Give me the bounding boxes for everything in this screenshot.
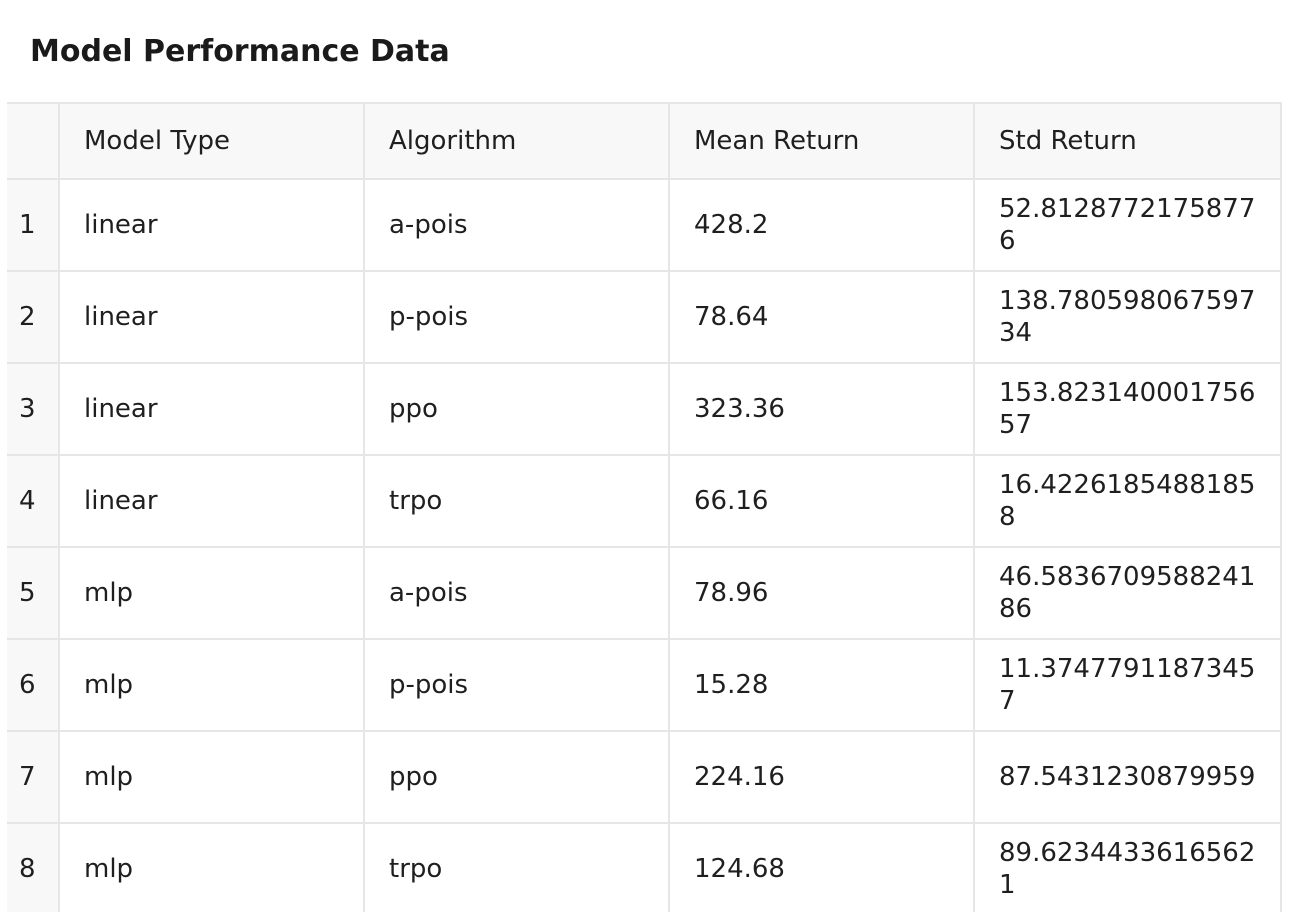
model-type-cell: mlp — [58, 546, 365, 640]
table-row: 5 mlp a-pois 78.96 46.583670958824186 — [7, 546, 1282, 640]
mean-return-cell: 78.96 — [668, 546, 975, 640]
header-algorithm: Algorithm — [363, 102, 670, 180]
algorithm-cell: p-pois — [363, 270, 670, 364]
table-row: 3 linear ppo 323.36 153.82314000175657 — [7, 362, 1282, 456]
std-return-cell: 89.62344336165621 — [973, 822, 1282, 912]
row-index: 7 — [7, 730, 60, 824]
mean-return-cell: 323.36 — [668, 362, 975, 456]
algorithm-cell: trpo — [363, 454, 670, 548]
model-type-cell: linear — [58, 454, 365, 548]
std-return-cell: 153.82314000175657 — [973, 362, 1282, 456]
header-index — [7, 102, 60, 180]
table-body: 1 linear a-pois 428.2 52.81287721758776 2 line… — [7, 178, 1282, 912]
mean-return-cell: 15.28 — [668, 638, 975, 732]
mean-return-cell: 124.68 — [668, 822, 975, 912]
std-return-cell: 16.42261854881858 — [973, 454, 1282, 548]
model-type-cell: mlp — [58, 730, 365, 824]
algorithm-cell: a-pois — [363, 546, 670, 640]
header-model-type: Model Type — [58, 102, 365, 180]
model-type-cell: linear — [58, 178, 365, 272]
algorithm-cell: trpo — [363, 822, 670, 912]
algorithm-cell: p-pois — [363, 638, 670, 732]
std-return-cell: 11.37477911873457 — [973, 638, 1282, 732]
std-return-cell: 52.81287721758776 — [973, 178, 1282, 272]
mean-return-cell: 428.2 — [668, 178, 975, 272]
row-index: 5 — [7, 546, 60, 640]
model-type-cell: mlp — [58, 822, 365, 912]
table-row: 6 mlp p-pois 15.28 11.37477911873457 — [7, 638, 1282, 732]
model-type-cell: linear — [58, 362, 365, 456]
page-title: Model Performance Data — [30, 34, 450, 69]
std-return-cell: 87.5431230879959 — [973, 730, 1282, 824]
table-row: 4 linear trpo 66.16 16.42261854881858 — [7, 454, 1282, 548]
row-index: 1 — [7, 178, 60, 272]
mean-return-cell: 66.16 — [668, 454, 975, 548]
row-index: 3 — [7, 362, 60, 456]
algorithm-cell: ppo — [363, 730, 670, 824]
algorithm-cell: a-pois — [363, 178, 670, 272]
table-row: 7 mlp ppo 224.16 87.5431230879959 — [7, 730, 1282, 824]
row-index: 2 — [7, 270, 60, 364]
header-row: Model Type Algorithm Mean Return Std Ret… — [7, 102, 1282, 180]
table-row: 1 linear a-pois 428.2 52.81287721758776 — [7, 178, 1282, 272]
mean-return-cell: 224.16 — [668, 730, 975, 824]
model-type-cell: mlp — [58, 638, 365, 732]
mean-return-cell: 78.64 — [668, 270, 975, 364]
algorithm-cell: ppo — [363, 362, 670, 456]
header-std-return: Std Return — [973, 102, 1282, 180]
table-row: 2 linear p-pois 78.64 138.78059806759734 — [7, 270, 1282, 364]
std-return-cell: 138.78059806759734 — [973, 270, 1282, 364]
header-mean-return: Mean Return — [668, 102, 975, 180]
row-index: 4 — [7, 454, 60, 548]
table-row: 8 mlp trpo 124.68 89.62344336165621 — [7, 822, 1282, 912]
std-return-cell: 46.583670958824186 — [973, 546, 1282, 640]
performance-table: Model Type Algorithm Mean Return Std Ret… — [7, 102, 1282, 912]
table-header: Model Type Algorithm Mean Return Std Ret… — [7, 102, 1282, 180]
row-index: 6 — [7, 638, 60, 732]
model-type-cell: linear — [58, 270, 365, 364]
row-index: 8 — [7, 822, 60, 912]
